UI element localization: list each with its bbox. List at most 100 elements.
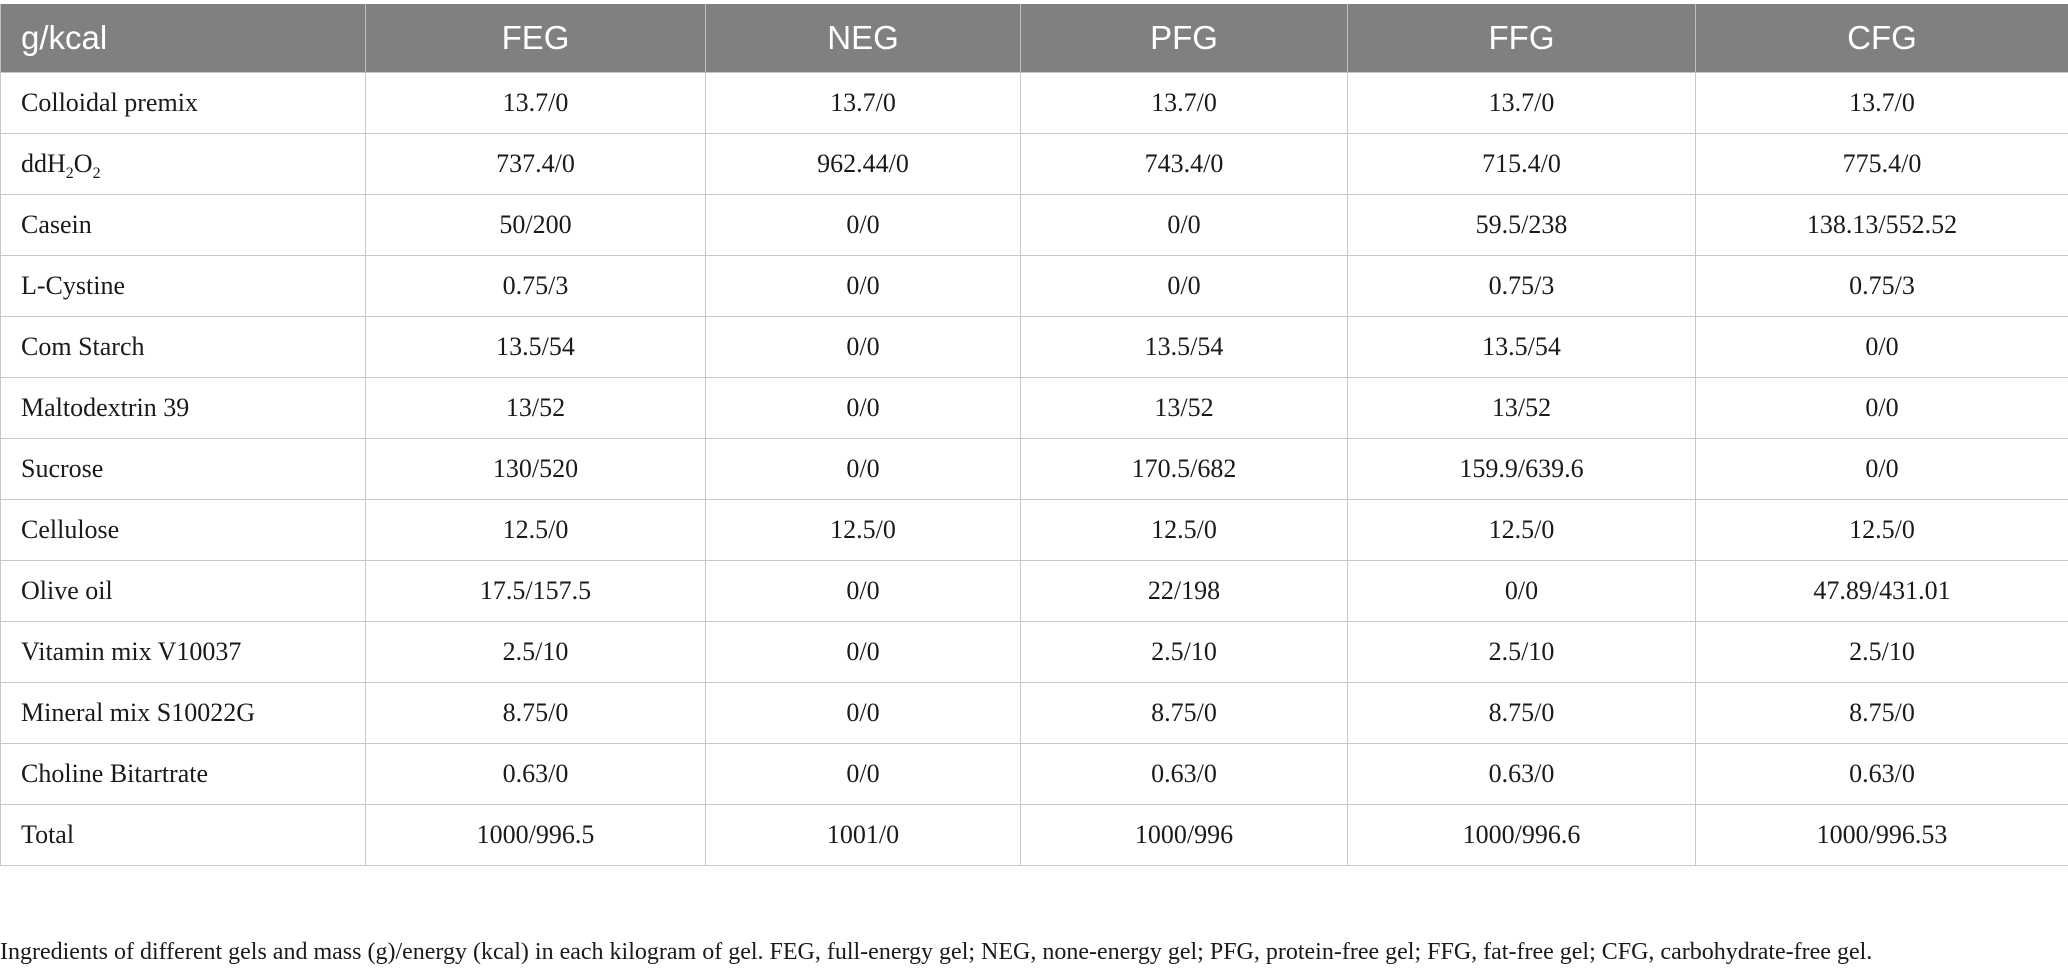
value-cell: 12.5/0 — [705, 499, 1021, 561]
table-row: Vitamin mix V10037 2.5/10 0/0 2.5/10 2.5/10 2… — [0, 621, 2068, 683]
value-cell: 1000/996 — [1020, 804, 1348, 866]
value-cell: 2.5/10 — [1347, 621, 1696, 683]
value-cell: 13.5/54 — [1020, 316, 1348, 378]
table-body: Colloidal premix 13.7/0 13.7/0 13.7/0 13.7/0… — [0, 72, 2068, 866]
value-cell: 0/0 — [705, 316, 1021, 378]
table-row: Choline Bitartrate 0.63/0 0/0 0.63/0 0.63/0 0… — [0, 743, 2068, 805]
table-row: Cellulose 12.5/0 12.5/0 12.5/0 12.5/0 12.5/0 — [0, 499, 2068, 561]
value-cell: 17.5/157.5 — [365, 560, 706, 622]
value-cell: 0.63/0 — [1347, 743, 1696, 805]
header-cell-neg: NEG — [705, 4, 1021, 73]
value-cell: 0.75/3 — [1347, 255, 1696, 317]
table-row: Casein 50/200 0/0 0/0 59.5/238 138.13/552.52 — [0, 194, 2068, 256]
value-cell: 12.5/0 — [1347, 499, 1696, 561]
value-cell: 743.4/0 — [1020, 133, 1348, 195]
value-cell: 2.5/10 — [1020, 621, 1348, 683]
value-cell: 1000/996.53 — [1695, 804, 2068, 866]
value-cell: 0/0 — [705, 255, 1021, 317]
ingredient-name-cell: Choline Bitartrate — [0, 743, 366, 805]
value-cell: 8.75/0 — [1695, 682, 2068, 744]
header-row: g/kcal FEG NEG PFG FFG CFG — [0, 4, 2068, 73]
value-cell: 737.4/0 — [365, 133, 706, 195]
ingredient-name-cell: L-Cystine — [0, 255, 366, 317]
value-cell: 13.5/54 — [1347, 316, 1696, 378]
value-cell: 0/0 — [1695, 377, 2068, 439]
value-cell: 22/198 — [1020, 560, 1348, 622]
value-cell: 2.5/10 — [1695, 621, 2068, 683]
value-cell: 8.75/0 — [1347, 682, 1696, 744]
value-cell: 8.75/0 — [1020, 682, 1348, 744]
value-cell: 138.13/552.52 — [1695, 194, 2068, 256]
ingredient-name-cell: Com Starch — [0, 316, 366, 378]
value-cell: 13.7/0 — [1020, 72, 1348, 134]
value-cell: 0.63/0 — [1695, 743, 2068, 805]
value-cell: 12.5/0 — [1020, 499, 1348, 561]
ingredient-name-cell: Sucrose — [0, 438, 366, 500]
ingredient-name-cell: Maltodextrin 39 — [0, 377, 366, 439]
ingredient-name-part: ddH — [21, 149, 66, 178]
value-cell: 59.5/238 — [1347, 194, 1696, 256]
value-cell: 0/0 — [1695, 438, 2068, 500]
value-cell: 0/0 — [705, 621, 1021, 683]
value-cell: 0/0 — [1020, 194, 1348, 256]
ingredient-name-cell: Mineral mix S10022G — [0, 682, 366, 744]
header-cell-pfg: PFG — [1020, 4, 1348, 73]
value-cell: 1000/996.6 — [1347, 804, 1696, 866]
value-cell: 8.75/0 — [365, 682, 706, 744]
table-row: Colloidal premix 13.7/0 13.7/0 13.7/0 13.7/0… — [0, 72, 2068, 134]
value-cell: 0/0 — [1695, 316, 2068, 378]
ingredient-name-cell: Olive oil — [0, 560, 366, 622]
table-row: L-Cystine 0.75/3 0/0 0/0 0.75/3 0.75/3 — [0, 255, 2068, 317]
value-cell: 0/0 — [705, 743, 1021, 805]
value-cell: 13.7/0 — [1695, 72, 2068, 134]
value-cell: 170.5/682 — [1020, 438, 1348, 500]
value-cell: 0/0 — [1020, 255, 1348, 317]
value-cell: 962.44/0 — [705, 133, 1021, 195]
value-cell: 1000/996.5 — [365, 804, 706, 866]
table-row: Olive oil 17.5/157.5 0/0 22/198 0/0 47.89/431… — [0, 560, 2068, 622]
header-cell-feg: FEG — [365, 4, 706, 73]
value-cell: 13/52 — [365, 377, 706, 439]
value-cell: 13.7/0 — [365, 72, 706, 134]
value-cell: 0/0 — [705, 682, 1021, 744]
value-cell: 2.5/10 — [365, 621, 706, 683]
table-row: Maltodextrin 39 13/52 0/0 13/52 13/52 0/0 — [0, 377, 2068, 439]
table-row: ddH2O2 737.4/0 962.44/0 743.4/0 715.4/0 775.4… — [0, 133, 2068, 195]
value-cell: 0.75/3 — [365, 255, 706, 317]
table-row: Com Starch 13.5/54 0/0 13.5/54 13.5/54 0/0 — [0, 316, 2068, 378]
ingredients-table-container: g/kcal FEG NEG PFG FFG CFG Colloidal pre… — [0, 4, 2068, 866]
value-cell: 13/52 — [1347, 377, 1696, 439]
value-cell: 0/0 — [705, 560, 1021, 622]
value-cell: 50/200 — [365, 194, 706, 256]
header-cell-cfg: CFG — [1695, 4, 2068, 73]
ingredient-name-cell: Total — [0, 804, 366, 866]
value-cell: 13/52 — [1020, 377, 1348, 439]
ingredient-name-cell: Cellulose — [0, 499, 366, 561]
value-cell: 0/0 — [705, 194, 1021, 256]
value-cell: 159.9/639.6 — [1347, 438, 1696, 500]
ingredient-name-cell: Casein — [0, 194, 366, 256]
value-cell: 12.5/0 — [365, 499, 706, 561]
ingredient-name-part: 2 — [92, 165, 101, 182]
value-cell: 13.7/0 — [705, 72, 1021, 134]
value-cell: 12.5/0 — [1695, 499, 2068, 561]
ingredients-table: g/kcal FEG NEG PFG FFG CFG Colloidal pre… — [0, 4, 2068, 866]
value-cell: 0/0 — [1347, 560, 1696, 622]
value-cell: 47.89/431.01 — [1695, 560, 2068, 622]
value-cell: 0/0 — [705, 377, 1021, 439]
value-cell: 1001/0 — [705, 804, 1021, 866]
table-row: Sucrose 130/520 0/0 170.5/682 159.9/639.6 0/0 — [0, 438, 2068, 500]
table-caption: Ingredients of different gels and mass (… — [0, 939, 1873, 965]
value-cell: 0.63/0 — [365, 743, 706, 805]
value-cell: 0/0 — [705, 438, 1021, 500]
value-cell: 13.5/54 — [365, 316, 706, 378]
ingredient-name-cell: Colloidal premix — [0, 72, 366, 134]
value-cell: 130/520 — [365, 438, 706, 500]
value-cell: 775.4/0 — [1695, 133, 2068, 195]
value-cell: 0.63/0 — [1020, 743, 1348, 805]
ingredient-name-part: O — [73, 149, 93, 178]
value-cell: 715.4/0 — [1347, 133, 1696, 195]
header-cell-ffg: FFG — [1347, 4, 1696, 73]
table-row: Mineral mix S10022G 8.75/0 0/0 8.75/0 8.75/0… — [0, 682, 2068, 744]
table-row: Total 1000/996.5 1001/0 1000/996 1000/996.6 1… — [0, 804, 2068, 866]
